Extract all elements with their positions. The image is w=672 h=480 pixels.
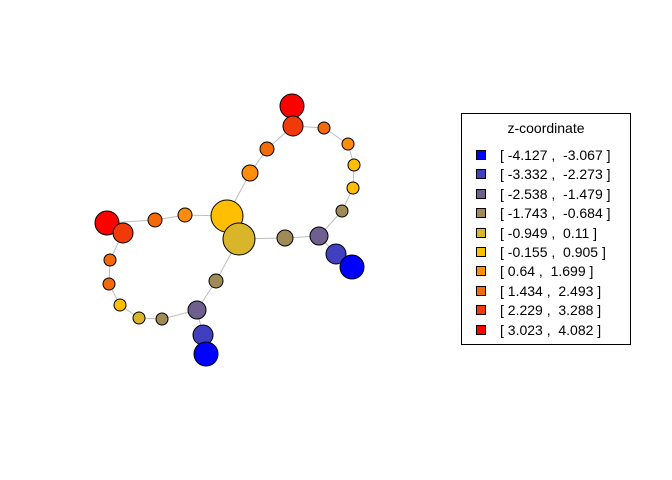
graph-node [341,137,355,151]
graph-node [282,115,304,137]
legend-entry: [ 3.023 , 4.082 ] [476,321,601,339]
graph-node [347,158,361,172]
legend-swatch [476,150,486,160]
graph-node [177,207,193,223]
legend-entry: [ -3.332 , -2.273 ] [476,165,611,183]
graph-node [112,222,134,244]
legend-label: [ -0.949 , 0.11 ] [500,224,598,241]
legend-swatch [476,208,486,219]
legend-entry: [ -1.743 , -0.684 ] [476,204,611,222]
graph-node [276,229,294,247]
graph-node [155,312,169,326]
legend-title: z-coordinate [507,120,585,136]
graph-node [193,341,219,367]
graph-node [187,300,207,320]
legend-swatch [476,324,486,335]
legend-entry: [ -2.538 , -1.479 ] [476,185,611,203]
graph-node [102,277,116,291]
legend-swatch [476,227,486,238]
legend-label: [ -3.332 , -2.273 ] [500,166,611,183]
legend-label: [ 0.64 , 1.699 ] [500,263,594,280]
graph-node [241,164,259,182]
graph-node [309,226,329,246]
graph-node [325,243,347,265]
legend-swatch [476,285,486,296]
legend-entry: [ 1.434 , 2.493 ] [476,282,601,300]
graph-node [132,311,146,325]
legend-swatch [476,305,486,316]
graph-node [147,212,163,228]
legend-label: [ 3.023 , 4.082 ] [500,321,602,338]
legend-label: [ 2.229 , 3.288 ] [500,302,602,319]
legend-label: [ -4.127 , -3.067 ] [500,147,611,163]
legend: z-coordinate [ -4.127 , -3.067 ] [ -3.332… [461,113,631,345]
legend-entry: [ 2.229 , 3.288 ] [476,301,601,319]
graph-node [94,210,120,236]
graph-node [346,181,360,195]
legend-entry: [ 0.64 , 1.699 ] [476,262,593,280]
legend-label: [ -0.155 , 0.905 ] [500,244,606,260]
legend-label: [ 1.434 , 2.493 ] [500,282,602,299]
legend-entry: [ -0.155 , 0.905 ] [476,243,606,261]
graph-node [339,254,365,280]
graph-node [317,121,331,135]
graph-node [208,273,224,289]
graph-node [279,93,305,119]
graph-node [259,141,275,157]
legend-entry: [ -0.949 , 0.11 ] [476,224,597,242]
graph-node [113,298,127,312]
graph-node [103,253,117,267]
legend-swatch [476,169,486,180]
legend-swatch [476,266,486,277]
legend-label: [ -2.538 , -1.479 ] [500,185,611,202]
graph-node [335,204,349,218]
legend-swatch [476,247,486,257]
graph-node [222,222,256,256]
legend-label: [ -1.743 , -0.684 ] [500,205,611,222]
legend-swatch [476,188,486,199]
legend-entry: [ -4.127 , -3.067 ] [476,146,611,164]
